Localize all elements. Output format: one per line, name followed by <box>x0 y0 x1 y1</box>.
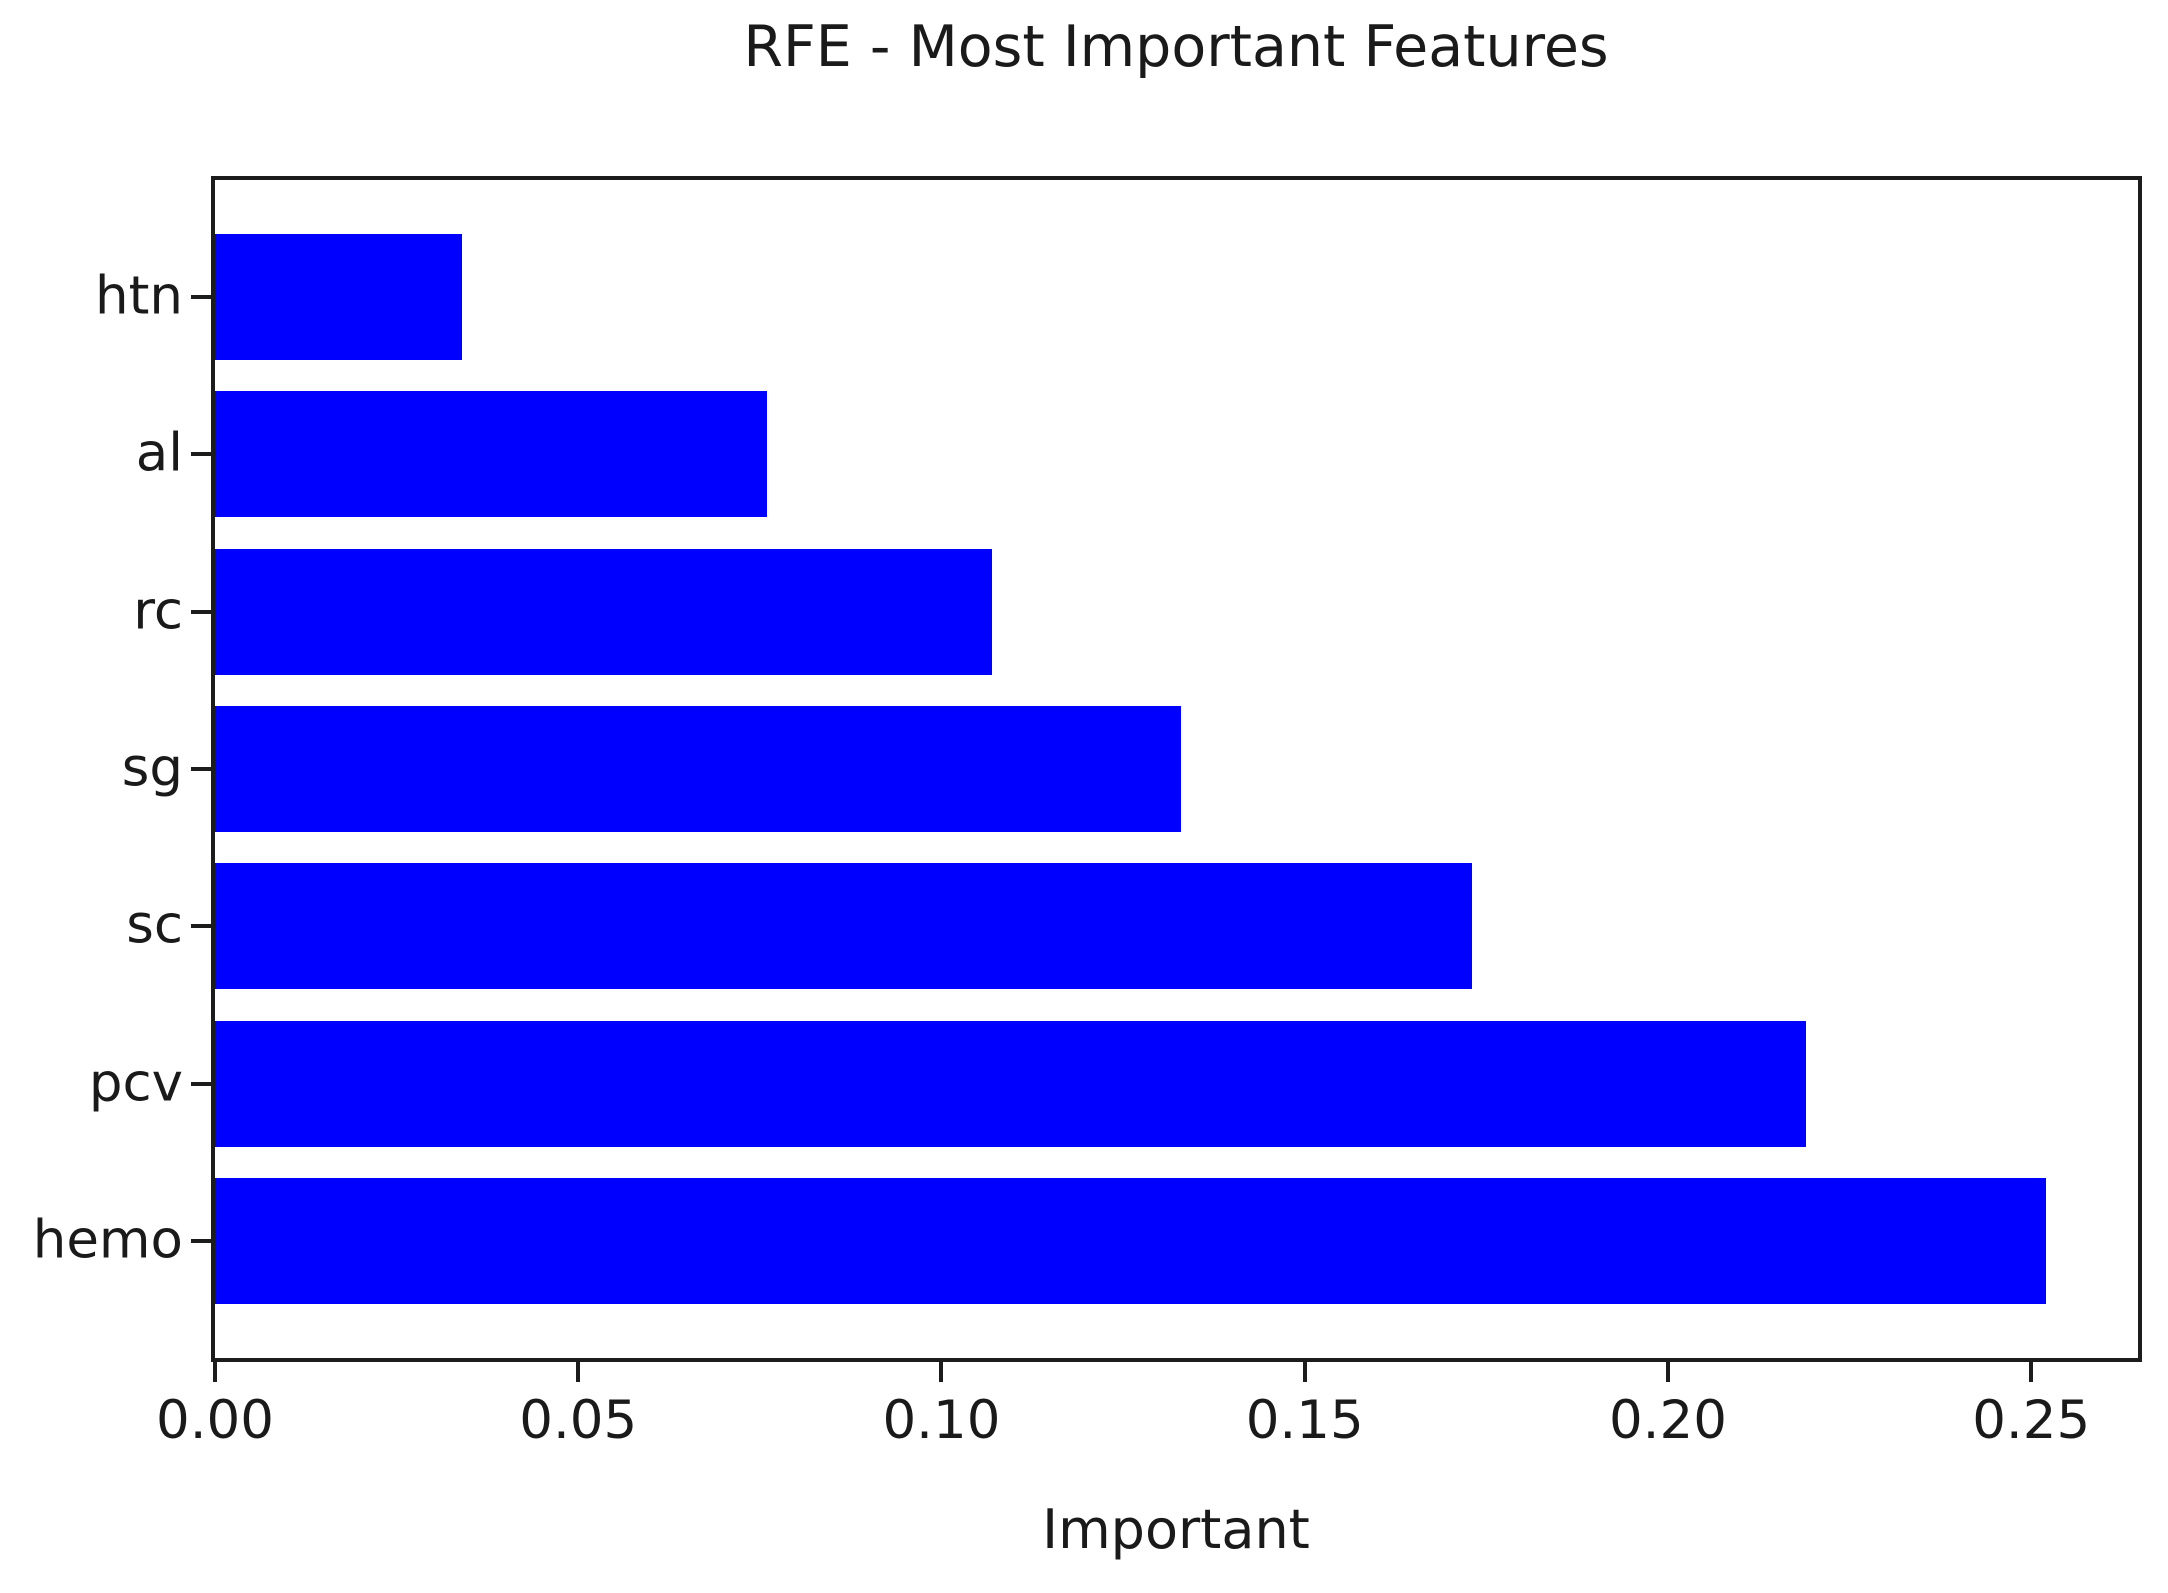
x-axis-label: Important <box>1042 1498 1310 1561</box>
bar-al <box>215 391 768 518</box>
x-tick-label-0.05: 0.05 <box>519 1390 638 1451</box>
y-tick-label-rc: rc <box>133 579 183 641</box>
y-tick-label-sc: sc <box>126 894 183 956</box>
bar-pcv <box>215 1020 1806 1147</box>
x-tick-label-0.25: 0.25 <box>1972 1390 2091 1451</box>
bar-sc <box>215 863 1472 990</box>
bar-hemo <box>215 1178 2046 1305</box>
y-tick-mark <box>191 767 211 771</box>
x-tick-mark <box>2029 1362 2034 1382</box>
y-tick-label-htn: htn <box>95 264 183 326</box>
y-tick-mark <box>191 452 211 457</box>
chart-title: RFE - Most Important Features <box>743 14 1609 80</box>
y-tick-label-sg: sg <box>121 737 183 799</box>
x-tick-mark <box>939 1362 944 1382</box>
bar-rc <box>215 548 993 675</box>
y-tick-mark <box>191 1081 211 1086</box>
x-tick-label-0.20: 0.20 <box>1608 1390 1727 1451</box>
x-tick-label-0.15: 0.15 <box>1245 1390 1364 1451</box>
x-tick-label-0.00: 0.00 <box>155 1390 275 1451</box>
y-tick-mark <box>191 924 211 929</box>
y-tick-mark <box>191 294 211 299</box>
y-tick-label-pcv: pcv <box>88 1052 183 1114</box>
plot-area <box>211 176 2142 1362</box>
x-tick-mark <box>213 1362 217 1382</box>
bar-sg <box>215 706 1182 832</box>
y-tick-mark <box>191 1239 211 1244</box>
x-tick-mark <box>1665 1362 1670 1382</box>
x-tick-mark <box>576 1362 581 1382</box>
x-tick-mark <box>1302 1362 1307 1382</box>
y-tick-mark <box>191 609 211 614</box>
bar-htn <box>215 233 462 360</box>
x-tick-label-0.10: 0.10 <box>882 1390 1001 1451</box>
y-tick-label-hemo: hemo <box>32 1209 183 1271</box>
y-tick-label-al: al <box>135 422 183 484</box>
